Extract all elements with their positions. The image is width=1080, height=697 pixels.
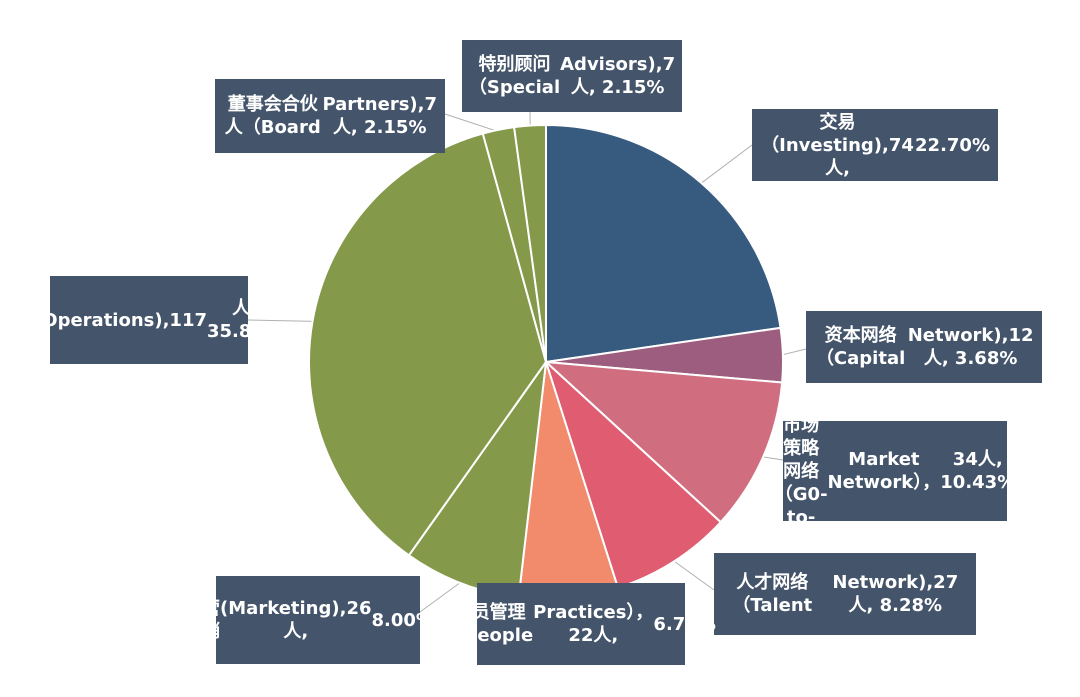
label-people-practices-line-3: 6.75%	[653, 613, 716, 635]
label-operations-line-2: (Operations),117	[34, 309, 207, 331]
label-operations: 运营 (Operations),117 人, 35.89%	[16, 276, 282, 364]
label-talent-network-line-2: Network),27人, 8.28%	[832, 572, 959, 616]
pie-slice-special-advisors	[512, 123, 547, 363]
label-talent-network: 人才网络（Talent Network),27人, 8.28%	[714, 553, 976, 635]
label-marketing-line-3: 8.00%	[371, 609, 434, 631]
label-investing-line-1: 交易（Investing),74人,	[761, 111, 914, 179]
label-board-partners-line-1: 董事会合伙人（Board	[224, 94, 321, 138]
label-people-practices: 人员管理（People Practices），22人, 6.75%	[446, 583, 716, 665]
label-go-to-market-line-1: 市场策略网络（G0-to-	[774, 414, 828, 528]
leader-line-marketing	[419, 580, 463, 613]
label-special-advisors-line-1: 特别顾问（Special	[468, 54, 561, 98]
label-marketing-line-1: 营销	[202, 598, 221, 642]
leader-line-investing	[699, 144, 753, 185]
label-talent-network-line-1: 人才网络（Talent	[732, 572, 813, 616]
label-board-partners: 董事会合伙人（Board Partners),7人, 2.15%	[215, 79, 445, 153]
label-special-advisors-line-2: Advisors),7人, 2.15%	[560, 54, 676, 98]
label-go-to-market: 市场策略网络（G0-to- Market Network）， 34人, 10.4…	[775, 415, 1015, 528]
label-people-practices-line-2: Practices），22人,	[533, 602, 654, 646]
leader-line-operations	[247, 319, 315, 322]
label-people-practices-line-1: 人员管理（People	[446, 602, 534, 646]
leader-line-talent-network	[672, 559, 715, 591]
leader-line-go-to-market	[761, 456, 784, 461]
label-special-advisors: 特别顾问（Special Advisors),7人, 2.15%	[462, 40, 682, 112]
pie-slices	[308, 123, 784, 600]
label-marketing-line-2: (Marketing),26人,	[220, 598, 372, 642]
label-go-to-market-line-3: 34人, 10.43%	[940, 449, 1016, 493]
label-capital-network-line-1: 资本网络（Capital	[815, 325, 906, 369]
leader-line-board-partners	[444, 113, 499, 133]
label-capital-network-line-2: Network),12人, 3.68%	[907, 325, 1034, 369]
label-board-partners-line-2: Partners),7人, 2.15%	[322, 94, 437, 138]
pie-slice-operations	[308, 132, 548, 557]
label-capital-network: 资本网络（Capital Network),12人, 3.68%	[806, 311, 1042, 383]
label-investing: 交易（Investing),74人, 22.70%	[752, 109, 998, 181]
pie-slice-go-to-market	[543, 360, 784, 524]
pie-slice-investing	[545, 123, 782, 364]
leader-line-capital-network	[780, 348, 807, 356]
label-investing-line-2: 22.70%	[915, 134, 990, 156]
label-go-to-market-line-2: Market Network），	[827, 449, 941, 493]
label-operations-line-3: 人, 35.89%	[207, 298, 282, 342]
label-marketing: 营销 (Marketing),26人, 8.00%	[202, 576, 434, 664]
label-operations-line-1: 运营	[16, 298, 35, 342]
